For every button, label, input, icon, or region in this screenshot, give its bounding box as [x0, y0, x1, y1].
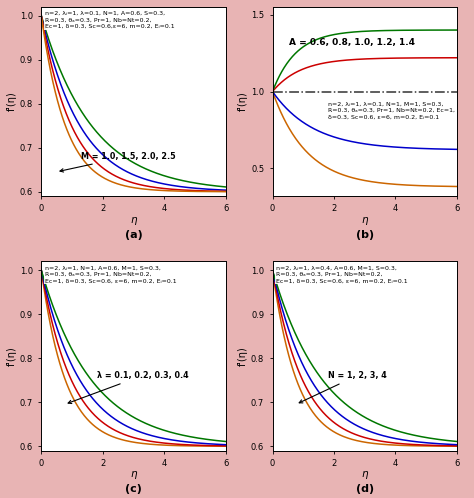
Y-axis label: f'(η): f'(η)	[238, 346, 248, 366]
Y-axis label: f'(η): f'(η)	[238, 92, 248, 112]
X-axis label: η: η	[361, 470, 368, 480]
X-axis label: η: η	[130, 215, 137, 225]
Text: (d): (d)	[356, 485, 374, 495]
Text: n=2, λᵢ=1, N=1, A=0.6, M=1, S=0.3,
R=0.3, θₐ=0.3, Pr=1, Nb=Nt=0.2,
Ec=1, δ=0.3, : n=2, λᵢ=1, N=1, A=0.6, M=1, S=0.3, R=0.3…	[45, 265, 177, 283]
Text: A = 0.6, 0.8, 1.0, 1.2, 1.4: A = 0.6, 0.8, 1.0, 1.2, 1.4	[290, 38, 415, 47]
X-axis label: η: η	[130, 470, 137, 480]
X-axis label: η: η	[361, 215, 368, 225]
Text: (c): (c)	[125, 485, 142, 495]
Text: n=2, λᵢ=1, λ=0.4, A=0.6, M=1, S=0.3,
R=0.3, θₐ=0.3, Pr=1, Nb=Nt=0.2,
Ec=1, δ=0.3: n=2, λᵢ=1, λ=0.4, A=0.6, M=1, S=0.3, R=0…	[276, 265, 408, 283]
Text: (b): (b)	[356, 230, 374, 240]
Text: λ = 0.1, 0.2, 0.3, 0.4: λ = 0.1, 0.2, 0.3, 0.4	[68, 371, 188, 403]
Text: M = 1.0, 1.5, 2.0, 2.5: M = 1.0, 1.5, 2.0, 2.5	[60, 152, 176, 172]
Text: N = 1, 2, 3, 4: N = 1, 2, 3, 4	[299, 371, 387, 403]
Text: n=2, λᵢ=1, λ=0.1, N=1, A=0.6, S=0.3,
R=0.3, θₐ=0.3, Pr=1, Nb=Nt=0.2,
Ec=1, δ=0.3: n=2, λᵢ=1, λ=0.1, N=1, A=0.6, S=0.3, R=0…	[45, 11, 174, 29]
Y-axis label: f'(η): f'(η)	[7, 92, 17, 112]
Text: (a): (a)	[125, 230, 142, 240]
Y-axis label: f'(η): f'(η)	[7, 346, 17, 366]
Text: n=2, λᵢ=1, λ=0.1, N=1, M=1, S=0.3,
R=0.3, θₐ=0.3, Pr=1, Nb=Nt=0.2, Ec=1,
δ=0.3, : n=2, λᵢ=1, λ=0.1, N=1, M=1, S=0.3, R=0.3…	[328, 102, 455, 120]
